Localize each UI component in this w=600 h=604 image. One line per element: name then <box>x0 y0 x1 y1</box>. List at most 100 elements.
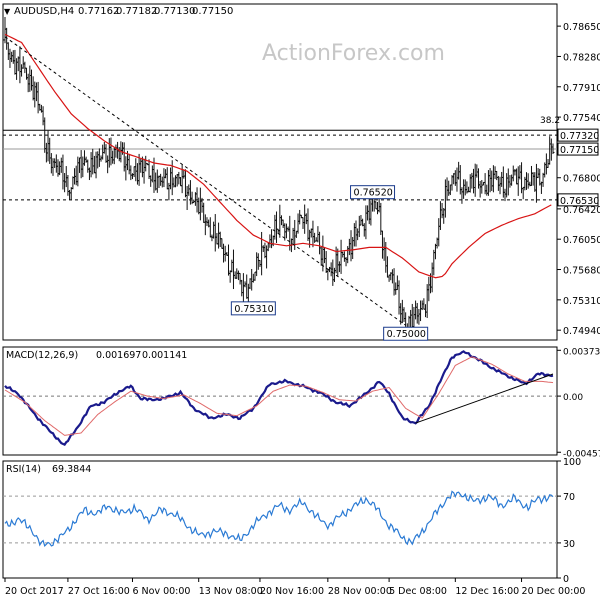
ohlc-bar <box>63 173 67 193</box>
ohlc-bar <box>135 163 139 185</box>
ohlc-bar <box>99 155 103 162</box>
ohlc-bar <box>33 81 37 108</box>
ohlc-bar <box>178 177 182 187</box>
ohlc-bar <box>491 165 495 193</box>
ohlc-bar <box>251 273 255 283</box>
ohlc-bar <box>488 168 492 193</box>
ohlc-bar <box>486 170 490 196</box>
ohlc-bar <box>3 17 7 44</box>
ohlc-bar <box>208 217 212 238</box>
ohlc-bar <box>478 180 482 198</box>
ohlc-bar <box>21 56 25 69</box>
macd-y-tick-label: 0.00 <box>563 393 583 403</box>
price-header-value: 0.77130 <box>154 6 195 17</box>
ohlc-bar <box>142 158 146 184</box>
ohlc-bar <box>356 228 360 241</box>
macd-header-value: 0.001697 <box>96 350 141 361</box>
ohlc-bar <box>301 217 305 229</box>
price-annotation-label: 0.76520 <box>354 188 393 199</box>
rsi-line <box>4 490 554 548</box>
ohlc-bar <box>319 246 323 266</box>
ohlc-bar <box>359 215 363 226</box>
ohlc-bar <box>210 234 214 242</box>
ohlc-bar <box>41 106 45 126</box>
ohlc-bar <box>217 222 221 249</box>
ohlc-bar <box>248 278 252 290</box>
ohlc-bar <box>29 69 33 91</box>
ohlc-bar <box>382 237 386 261</box>
price-annotation-box <box>230 301 276 316</box>
ohlc-bar <box>468 174 472 193</box>
rsi-panel-frame <box>2 460 558 579</box>
ohlc-bar <box>415 302 419 324</box>
ohlc-bar <box>419 300 423 322</box>
ohlc-bar <box>198 187 202 221</box>
ohlc-bar <box>526 173 530 189</box>
ohlc-bar <box>53 158 57 168</box>
ohlc-bar <box>68 189 72 200</box>
macd-header-value: 0.001141 <box>142 350 187 361</box>
ohlc-bar <box>433 243 437 260</box>
ohlc-bar <box>13 49 17 75</box>
rsi-title: RSI(14) <box>6 464 41 475</box>
ohlc-bar <box>384 241 388 273</box>
ohlc-bar <box>109 137 113 166</box>
ohlc-bar <box>380 230 384 259</box>
ohlc-bar <box>450 175 454 191</box>
ohlc-bar <box>332 267 336 282</box>
ohlc-bar <box>275 211 279 243</box>
ohlc-bar <box>15 58 19 80</box>
ohlc-bar <box>102 141 106 154</box>
ohlc-bar <box>323 247 327 264</box>
price-marker-label: 0.77150 <box>560 145 599 156</box>
ohlc-bar <box>501 166 505 198</box>
ohlc-bar <box>385 256 389 278</box>
ohlc-bar <box>367 198 371 225</box>
ohlc-bar <box>541 172 545 187</box>
ohlc-bar <box>485 184 489 196</box>
ohlc-bar <box>155 169 159 193</box>
ohlc-bar <box>36 81 40 114</box>
ohlc-bar <box>213 214 217 252</box>
ohlc-bar <box>18 46 22 84</box>
ohlc-bar <box>309 228 313 238</box>
price-title: AUDUSD,H4 <box>14 6 74 17</box>
ohlc-bar <box>498 176 502 195</box>
price-marker-box <box>557 193 599 207</box>
ohlc-bar <box>495 170 499 181</box>
ohlc-bar <box>263 242 267 259</box>
ohlc-bar <box>339 239 343 274</box>
ohlc-bar <box>265 245 269 269</box>
ohlc-bar <box>227 244 231 276</box>
ohlc-bar <box>544 153 548 175</box>
macd-line <box>4 350 554 446</box>
ohlc-bar <box>169 167 173 190</box>
ohlc-bar <box>442 207 446 224</box>
ohlc-bar <box>20 64 24 77</box>
ohlc-bar <box>503 188 507 202</box>
ohlc-bar <box>475 164 479 178</box>
ohlc-bar <box>16 56 20 72</box>
ohlc-bar <box>548 136 552 165</box>
ohlc-bar <box>549 138 553 161</box>
ohlc-bar <box>112 147 116 165</box>
price-annotation-box <box>383 326 429 341</box>
ohlc-bar <box>318 231 322 255</box>
ohlc-bar <box>357 215 361 238</box>
ohlc-bar <box>455 167 459 192</box>
ohlc-bar <box>463 179 467 196</box>
ohlc-bar <box>220 238 224 249</box>
ohlc-bar <box>420 300 424 311</box>
rsi-y-tick-label: 0 <box>563 574 569 585</box>
rsi-y-tick-label: 70 <box>563 492 575 503</box>
ohlc-bar <box>538 168 542 186</box>
rsi-y-tick-label: 30 <box>563 539 575 550</box>
ohlc-bar <box>427 276 431 302</box>
ohlc-bar <box>175 173 179 187</box>
ohlc-bar <box>238 272 242 285</box>
ohlc-bar <box>149 175 153 187</box>
ohlc-bar <box>551 143 555 155</box>
price-annotation-label: 0.75310 <box>234 304 273 315</box>
price-header-value: 0.77162 <box>78 6 119 17</box>
